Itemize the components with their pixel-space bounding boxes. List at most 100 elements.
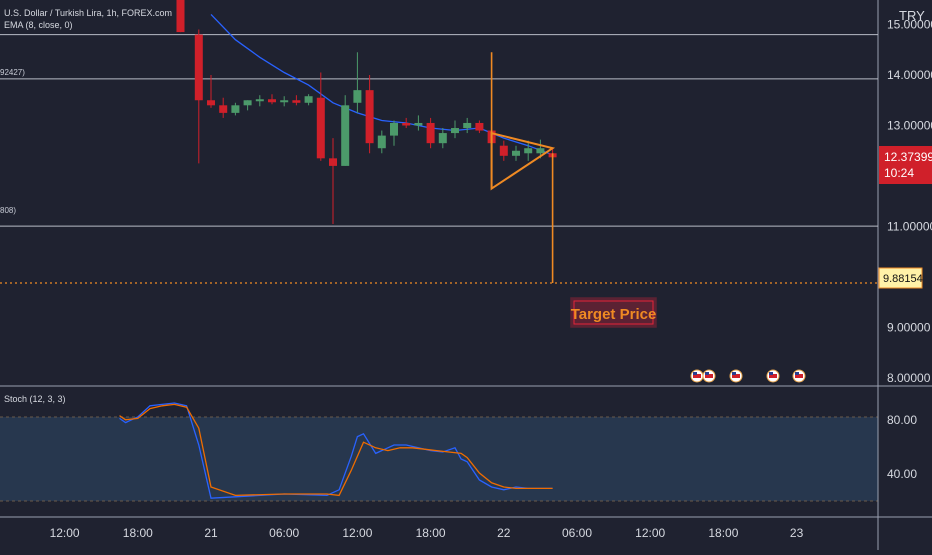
time-tick-label: 12:00	[342, 526, 372, 540]
level-label-lower: 808)	[0, 206, 16, 215]
target-price-label: Target Price	[571, 306, 657, 323]
time-tick-label: 22	[497, 526, 511, 540]
candle	[499, 140, 508, 161]
annotation-layer	[490, 52, 556, 283]
time-tick-label: 18:00	[708, 526, 738, 540]
candle-body	[329, 158, 337, 166]
currency-label: TRY	[899, 8, 925, 23]
candle-body	[414, 122, 423, 126]
candle-body	[377, 135, 386, 149]
time-tick-label: 23	[790, 526, 804, 540]
candle-body	[365, 90, 374, 144]
price-tick-label: 14.00000	[887, 68, 932, 82]
candle-body	[426, 122, 435, 144]
us-flag-icon	[792, 369, 806, 383]
price-axis[interactable]: 15.00000 14.00000 13.00000 11.00000 9.00000 8…	[887, 18, 932, 386]
candle-body	[255, 99, 264, 102]
candle-body	[243, 100, 252, 106]
candle-body	[524, 148, 533, 154]
candle	[194, 29, 203, 164]
current-price-tag: 12.37399 10:24	[879, 146, 932, 184]
candle-body	[390, 122, 398, 136]
candle	[329, 138, 337, 224]
candle	[475, 120, 484, 134]
candle	[341, 95, 350, 166]
candle-body	[219, 105, 228, 113]
pennant-triangle[interactable]	[490, 131, 556, 191]
candle	[463, 117, 472, 134]
candle-body	[304, 96, 313, 103]
price-tick-label: 11.00000	[887, 220, 932, 234]
candle	[451, 120, 459, 139]
candle	[304, 94, 313, 106]
ema-legend-label[interactable]: EMA (8, close, 0)	[4, 20, 73, 30]
time-tick-label: 06:00	[269, 526, 299, 540]
candle	[231, 102, 240, 116]
candle	[292, 95, 301, 106]
candle	[402, 117, 411, 129]
candle	[438, 128, 447, 149]
candle	[426, 117, 435, 149]
candle-body	[499, 145, 508, 156]
candle	[255, 95, 264, 107]
time-axis[interactable]: 12:00 18:00 21 06:00 12:00 18:00 22 06:00 12:00 1…	[50, 526, 804, 540]
candle-body	[512, 150, 520, 156]
price-tick-label: 15.00000	[887, 18, 932, 32]
stoch-title[interactable]: Stoch (12, 3, 3)	[4, 394, 66, 404]
candle-body	[268, 99, 276, 103]
candle-body	[402, 122, 411, 126]
candle-body	[463, 122, 472, 129]
candle	[524, 140, 533, 161]
time-tick-label: 21	[204, 526, 218, 540]
symbol-title[interactable]: U.S. Dollar / Turkish Lira, 1h, FOREX.co…	[4, 8, 172, 18]
price-tick-label: 8.00000	[887, 371, 931, 385]
candle-body	[176, 0, 185, 33]
time-tick-label: 12:00	[50, 526, 80, 540]
stoch-tick-lower: 40.00	[887, 467, 917, 481]
economic-event-icons[interactable]	[690, 369, 806, 383]
stoch-band	[0, 417, 878, 501]
candle-body	[536, 148, 545, 154]
candle	[390, 120, 398, 146]
time-tick-label: 18:00	[123, 526, 153, 540]
candle-body	[451, 128, 459, 134]
candle-body	[280, 100, 289, 103]
us-flag-icon	[690, 369, 704, 383]
current-price-value: 12.37399	[884, 150, 932, 164]
us-flag-icon	[729, 369, 743, 383]
stoch-layer	[119, 402, 553, 499]
candle	[377, 130, 386, 154]
us-flag-icon	[766, 369, 780, 383]
target-price-box[interactable]: Target Price	[570, 297, 657, 328]
candle	[414, 115, 423, 131]
candle-body	[438, 133, 447, 144]
candle-body	[292, 100, 301, 103]
time-tick-label: 06:00	[562, 526, 592, 540]
candle	[280, 96, 289, 107]
candle-body	[475, 122, 484, 131]
candle	[353, 52, 362, 113]
candle	[268, 94, 276, 105]
price-tick-label: 13.00000	[887, 119, 932, 133]
levels-layer	[0, 34, 878, 284]
candle	[316, 72, 325, 161]
countdown-timer: 10:24	[884, 166, 914, 180]
target-value-label: 9.88154	[883, 273, 923, 285]
candle	[243, 100, 252, 111]
candles-layer	[176, 0, 557, 224]
us-flag-icon	[702, 369, 716, 383]
candle	[207, 75, 215, 108]
stoch-tick-upper: 80.00	[887, 413, 917, 427]
candle-body	[341, 105, 350, 166]
level-label-upper: 92427)	[0, 68, 25, 77]
candle-body	[316, 97, 325, 159]
candle-body	[194, 34, 203, 101]
stoch-k-line	[119, 402, 553, 499]
candle-body	[231, 105, 240, 113]
candle-body	[353, 90, 362, 103]
candle-body	[207, 100, 215, 106]
candle	[365, 75, 374, 154]
time-tick-label: 12:00	[635, 526, 665, 540]
